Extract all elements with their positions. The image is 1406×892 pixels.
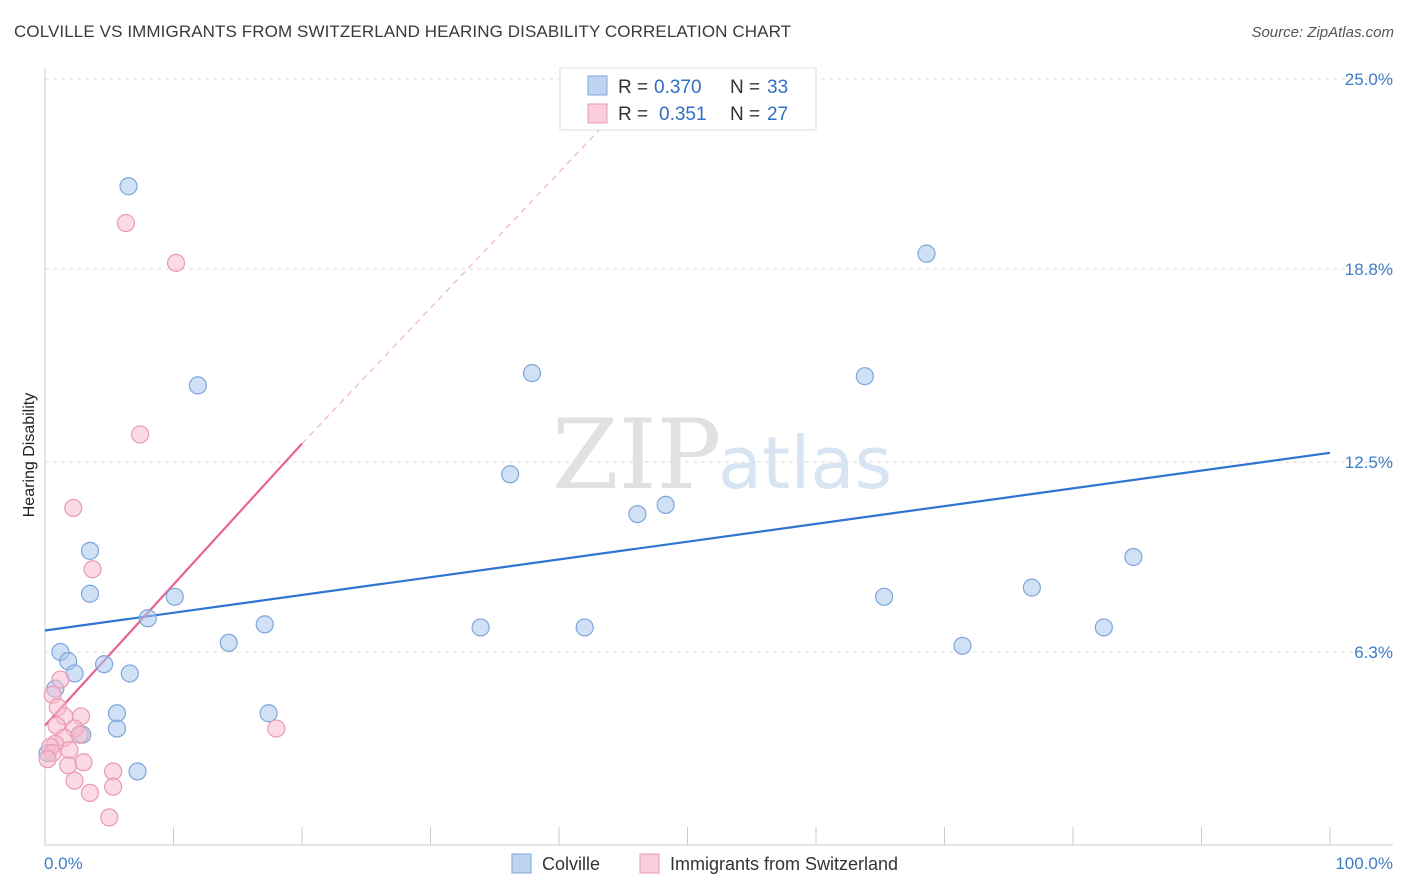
y-axis-label: Hearing Disability: [21, 393, 38, 518]
point-switzerland: [64, 498, 83, 518]
point-switzerland: [65, 771, 84, 790]
point-switzerland: [74, 753, 93, 772]
point-switzerland: [83, 560, 102, 579]
point-colville: [855, 367, 874, 386]
series-legend: Colville Immigrants from Switzerland: [511, 853, 898, 874]
series-legend-swatch-colville: [511, 853, 532, 874]
series-legend-label-switzerland: Immigrants from Switzerland: [670, 854, 898, 874]
legend-r-label-colville: R =: [618, 77, 648, 98]
point-colville: [628, 504, 647, 524]
point-switzerland: [166, 253, 186, 272]
point-colville: [917, 244, 936, 263]
trend-lines: [44, 124, 1331, 727]
point-colville: [1124, 547, 1143, 567]
point-colville: [522, 364, 542, 383]
point-colville: [255, 615, 274, 634]
legend-r-label-switzerland: R =: [618, 104, 648, 125]
tick-labels: 6.3% 12.5% 18.8% 25.0% 0.0% 100.0%: [44, 70, 1393, 873]
point-colville: [188, 376, 208, 395]
legend-n-value-switzerland: 27: [767, 104, 788, 125]
legend-swatch-colville: [587, 75, 608, 96]
point-switzerland: [104, 762, 123, 781]
source-credit: Source: ZipAtlas.com: [1251, 24, 1394, 41]
point-colville: [95, 655, 114, 674]
point-switzerland: [100, 808, 119, 827]
point-colville: [471, 618, 490, 637]
point-switzerland: [60, 740, 79, 760]
point-switzerland: [38, 750, 57, 769]
watermark: ZIP atlas: [552, 399, 892, 511]
point-colville: [1094, 618, 1113, 637]
data-points: [38, 177, 1143, 827]
series-legend-swatch-switzerland: [639, 853, 660, 874]
point-colville: [80, 584, 100, 603]
point-colville: [219, 633, 238, 652]
point-colville: [138, 609, 157, 628]
point-colville: [875, 587, 894, 606]
x-tick-label-max: 100.0%: [1335, 854, 1393, 873]
point-colville: [80, 541, 100, 560]
point-colville: [128, 762, 147, 781]
point-colville: [501, 465, 520, 484]
y-tick-label: 12.5%: [1345, 453, 1393, 472]
x-tick-label-min: 0.0%: [44, 854, 83, 873]
point-colville: [656, 495, 675, 514]
trend-line-switzerland-extension: [301, 124, 605, 445]
point-switzerland: [51, 670, 70, 689]
series-legend-label-colville: Colville: [542, 854, 600, 874]
point-colville: [1022, 578, 1041, 597]
legend-n-label-colville: N =: [730, 77, 760, 98]
trend-line-switzerland: [44, 442, 303, 727]
point-colville: [953, 636, 972, 655]
point-colville: [120, 664, 139, 683]
watermark-zip: ZIP: [552, 399, 721, 511]
trend-line-colville: [44, 451, 1331, 632]
legend-swatch-switzerland: [587, 103, 608, 124]
point-colville: [575, 618, 594, 637]
stats-legend: R = 0.370 N = 33 R = 0.351 N = 27: [559, 67, 817, 131]
legend-r-value-switzerland: 0.351: [659, 104, 707, 125]
point-colville: [107, 719, 127, 738]
point-colville: [165, 587, 184, 606]
watermark-atlas: atlas: [718, 421, 892, 505]
point-switzerland: [116, 213, 136, 233]
legend-r-value-colville: 0.370: [654, 77, 702, 98]
point-switzerland: [104, 777, 123, 796]
point-colville: [107, 704, 127, 723]
point-colville: [119, 177, 138, 196]
y-tick-label: 18.8%: [1345, 260, 1393, 279]
point-colville: [259, 704, 278, 723]
point-switzerland: [267, 719, 286, 738]
chart-title: COLVILLE VS IMMIGRANTS FROM SWITZERLAND …: [14, 22, 792, 41]
point-switzerland: [70, 725, 89, 744]
axes: [44, 68, 1393, 846]
point-switzerland: [130, 425, 150, 444]
point-switzerland: [59, 756, 78, 775]
y-tick-label: 6.3%: [1354, 643, 1393, 662]
legend-n-value-colville: 33: [767, 77, 788, 98]
grid-lines: [45, 78, 1393, 653]
y-tick-label: 25.0%: [1345, 70, 1393, 89]
legend-n-label-switzerland: N =: [730, 104, 760, 125]
point-switzerland: [80, 783, 100, 803]
